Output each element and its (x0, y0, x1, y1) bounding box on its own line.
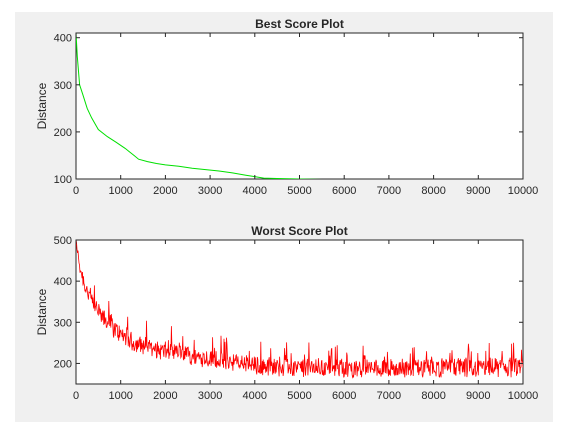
y-tick-label: 200 (54, 358, 72, 370)
y-tick-label: 500 (54, 235, 72, 247)
x-tick-label: 1000 (108, 390, 132, 402)
chart-title: Worst Score Plot (251, 224, 347, 238)
series-line-1 (76, 240, 523, 379)
x-tick-label: 4000 (243, 390, 267, 402)
series-line-1 (76, 33, 345, 179)
x-tick-label: 5000 (287, 390, 311, 402)
y-tick-label: 400 (54, 33, 72, 45)
x-tick-label: 1000 (108, 185, 132, 197)
x-tick-label: 10000 (508, 390, 539, 402)
x-tick-label: 6000 (332, 185, 356, 197)
axes-1: 0 1000 2000 3000 4000 5000 6000 7000 8000 9000 100… (35, 17, 538, 197)
x-tick-label: 3000 (198, 390, 222, 402)
axes-box (75, 32, 524, 180)
x-tick-label: 2000 (153, 185, 177, 197)
y-tick-label: 300 (54, 317, 72, 329)
figure-window: 0 1000 2000 3000 4000 5000 6000 7000 8000 9000 100… (15, 12, 553, 422)
x-tick-label: 8000 (421, 185, 445, 197)
x-tick-label: 2000 (153, 390, 177, 402)
x-tick-label: 0 (73, 185, 79, 197)
y-tick-label: 200 (54, 127, 72, 139)
y-axis-label: Distance (35, 288, 49, 335)
x-tick-label: 8000 (421, 390, 445, 402)
x-tick-label: 6000 (332, 390, 356, 402)
x-tick-label: 5000 (287, 185, 311, 197)
axes-2: 0 1000 2000 3000 4000 5000 6000 7000 8000 9000 100… (35, 224, 538, 402)
x-tick-label: 10000 (508, 185, 539, 197)
axes-box (75, 239, 524, 385)
y-tick-label: 300 (54, 80, 72, 92)
chart-title: Best Score Plot (255, 17, 344, 31)
x-tick-label: 4000 (243, 185, 267, 197)
x-tick-label: 7000 (377, 185, 401, 197)
y-tick-label: 100 (54, 174, 72, 186)
x-tick-label: 3000 (198, 185, 222, 197)
x-tick-label: 9000 (466, 185, 490, 197)
y-tick-label: 400 (54, 276, 72, 288)
y-axis-label: Distance (35, 82, 49, 129)
plots-canvas: 0 1000 2000 3000 4000 5000 6000 7000 8000 9000 100… (35, 17, 538, 402)
x-tick-label: 7000 (377, 390, 401, 402)
x-tick-label: 9000 (466, 390, 490, 402)
x-tick-label: 0 (73, 390, 79, 402)
